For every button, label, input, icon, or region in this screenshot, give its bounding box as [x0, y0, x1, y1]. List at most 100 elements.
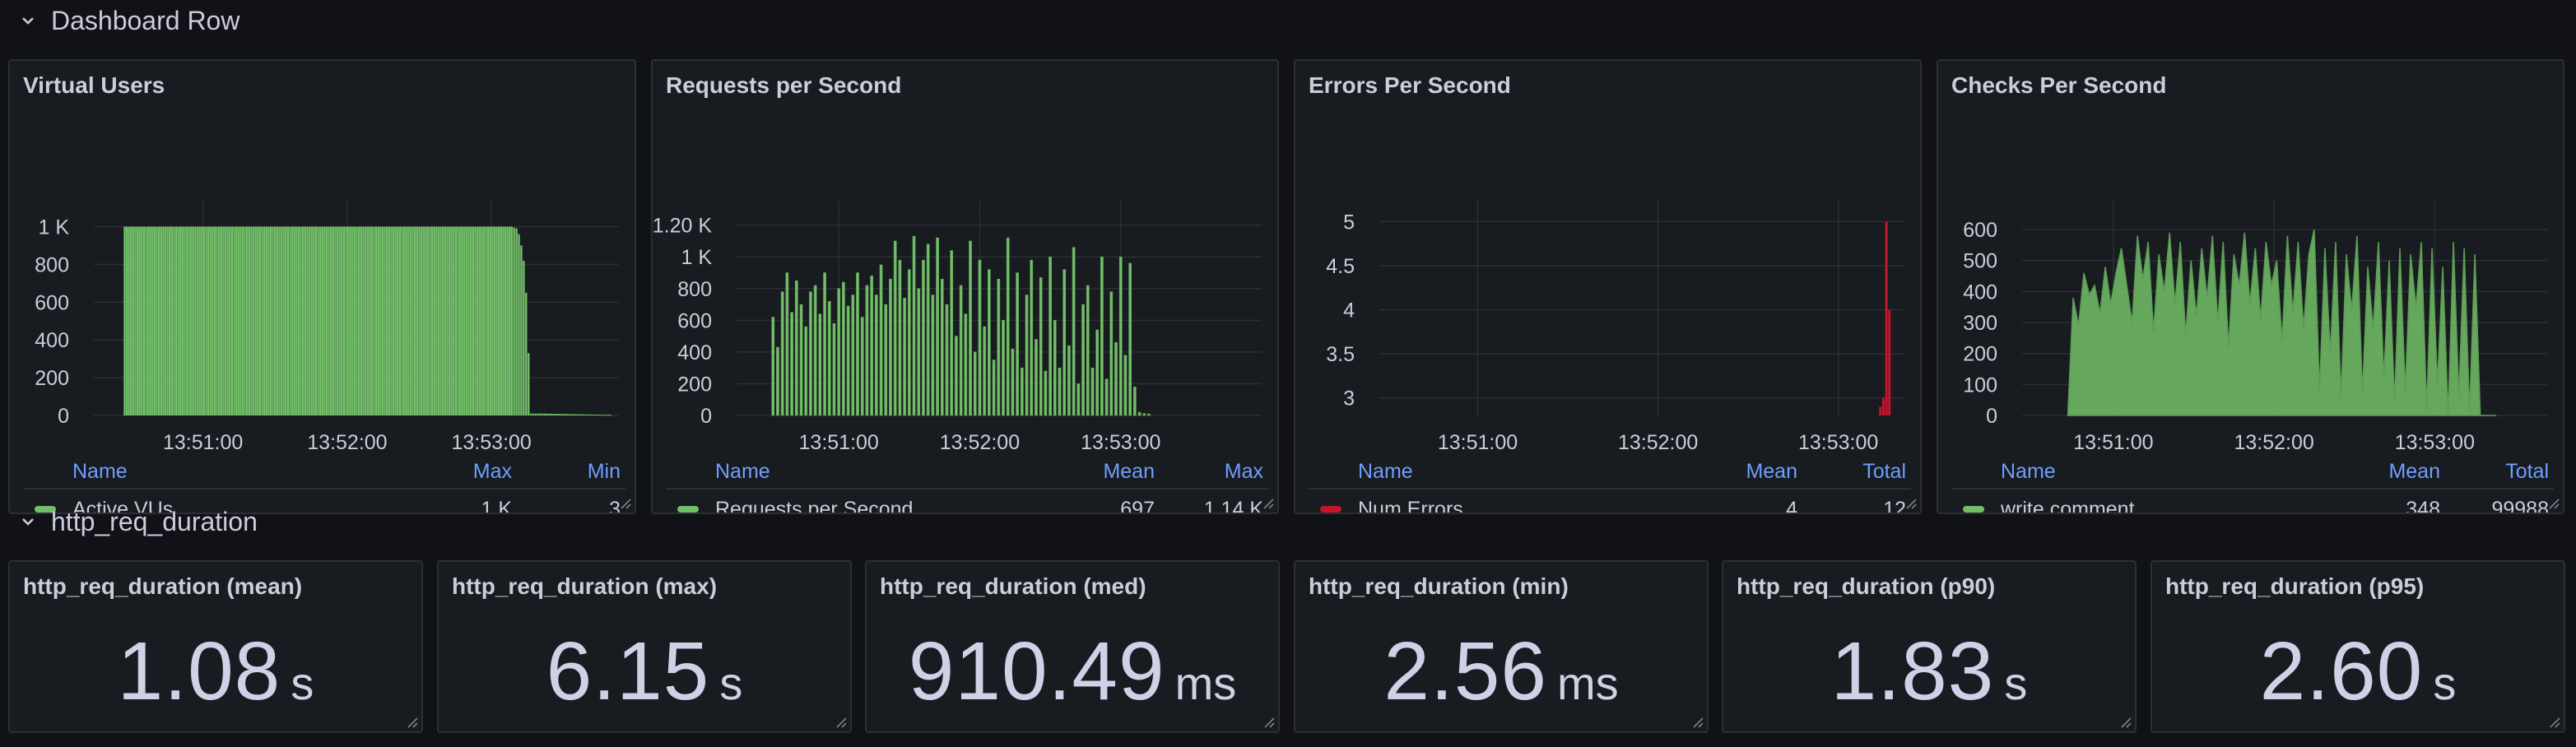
bar-mark [397, 226, 399, 415]
bar-mark [534, 413, 537, 415]
panel-title: Errors Per Second [1309, 72, 1511, 98]
bar-mark [790, 312, 793, 416]
legend-column-header[interactable]: Mean [2388, 460, 2440, 483]
y-tick-label: 0 [1986, 405, 1997, 428]
legend-column-header[interactable]: Mean [1103, 460, 1155, 483]
x-tick-label: 13:53:00 [1081, 431, 1160, 454]
bar-mark [212, 226, 214, 415]
stat-panel[interactable]: http_req_duration (min) 2.56 ms [1294, 560, 1709, 733]
stat-title: http_req_duration (max) [452, 573, 718, 599]
bar-mark [457, 226, 459, 415]
legend-column-header[interactable]: Total [2505, 460, 2549, 483]
resize-handle-icon[interactable] [2118, 715, 2132, 728]
bar-mark [190, 226, 193, 415]
stat-unit: s [2004, 657, 2028, 709]
x-tick-label: 13:53:00 [1798, 431, 1878, 454]
stat-panel[interactable]: http_req_duration (mean) 1.08 s [8, 560, 423, 733]
bar-mark [379, 226, 382, 415]
stat-panel[interactable]: http_req_duration (max) 6.15 s [437, 560, 852, 733]
bar-mark [532, 413, 535, 415]
bar-mark [295, 226, 298, 415]
bar-mark [973, 351, 977, 416]
bar-mark [245, 226, 249, 415]
y-tick-label: 1 K [38, 216, 69, 239]
legend-series-name[interactable]: Requests per Second [715, 498, 913, 513]
bar-mark [156, 226, 158, 415]
panel-errors-per-second[interactable]: Errors Per Second 5 4.5 4 3.5 3 13:51:00 13:52:… [1294, 59, 1922, 514]
stat-panel[interactable]: http_req_duration (med) 910.49 ms [865, 560, 1280, 733]
row-header-http-req-duration[interactable]: http_req_duration [20, 501, 258, 542]
bar-mark [450, 226, 453, 415]
bar-mark [500, 226, 502, 415]
bar-mark [430, 226, 434, 415]
resize-handle-icon[interactable] [1262, 715, 1275, 728]
bar-mark [1132, 386, 1137, 416]
legend-series-name[interactable]: write comment [2000, 498, 2135, 513]
bar-mark [1076, 383, 1081, 416]
bar-mark [362, 226, 365, 415]
bar-mark [377, 226, 379, 415]
bar-mark [776, 346, 779, 416]
bar-mark [237, 226, 239, 415]
bar-mark [222, 226, 225, 415]
chevron-down-icon [22, 518, 34, 526]
bar-mark [353, 226, 356, 415]
resize-handle-icon[interactable] [2547, 715, 2560, 728]
bar-mark [520, 245, 523, 415]
legend-series-name[interactable]: Num Errors [1358, 498, 1463, 513]
resize-handle-icon[interactable] [405, 715, 418, 728]
bar-mark [1002, 320, 1005, 416]
resize-handle-icon[interactable] [834, 715, 847, 728]
resize-handle-icon[interactable] [2546, 496, 2560, 509]
bar-mark [510, 226, 513, 415]
bar-mark [771, 317, 775, 416]
bar-mark [1142, 413, 1146, 416]
stat-panel[interactable]: http_req_duration (p90) 1.83 s [1722, 560, 2137, 733]
bar-mark [978, 259, 982, 416]
bar-mark [123, 226, 126, 415]
bar-mark [356, 226, 358, 415]
bar-mark [149, 226, 151, 415]
chart-canvas[interactable]: 1 K 800 600 400 200 0 13:51:00 13:52:00 13:53:00… [10, 61, 636, 513]
bar-mark [537, 413, 540, 415]
chart-canvas[interactable]: 5 4.5 4 3.5 3 13:51:00 13:52:00 13:53:00 Name Mea… [1295, 61, 1922, 513]
legend-column-header[interactable]: Max [473, 460, 513, 483]
resize-handle-icon[interactable] [1904, 496, 1917, 509]
legend-column-header[interactable]: Min [588, 460, 621, 483]
legend-column-header[interactable]: Name [1358, 460, 1413, 483]
legend-column-header[interactable]: Mean [1746, 460, 1797, 483]
bar-mark [157, 226, 160, 415]
bar-mark [832, 322, 836, 416]
resize-handle-icon[interactable] [618, 496, 631, 509]
resize-handle-icon[interactable] [1261, 496, 1274, 509]
y-tick-label: 5 [1343, 211, 1355, 234]
panel-requests-per-second[interactable]: Requests per Second 1.20 K 1 K 800 600 400 200… [651, 59, 1279, 514]
bar-mark [433, 226, 435, 415]
chart-canvas[interactable]: 1.20 K 1 K 800 600 400 200 0 13:51:00 13:52:00 13… [653, 61, 1279, 513]
y-tick-label: 200 [677, 373, 712, 396]
panel-virtual-users[interactable]: Virtual Users 1 K 800 600 400 200 0 13:51:00 13:… [8, 59, 636, 514]
bar-mark [860, 317, 864, 416]
bar-mark [394, 226, 397, 415]
bar-mark [402, 226, 406, 415]
chevron-down-icon [22, 17, 34, 25]
bar-mark [319, 226, 322, 415]
legend-column-header[interactable]: Max [1225, 460, 1264, 483]
y-tick-label: 600 [677, 309, 712, 332]
bar-mark [278, 226, 281, 415]
legend-series-name[interactable]: Active VUs [72, 498, 173, 513]
bar-mark [1081, 304, 1085, 416]
chart-canvas[interactable]: 600 500 400 300 200 100 0 13:51:00 13:52:00 13:53… [1938, 61, 2564, 513]
legend-column-header[interactable]: Total [1862, 460, 1906, 483]
resize-handle-icon[interactable] [1690, 715, 1704, 728]
bar-mark [429, 226, 431, 415]
legend-column-header[interactable]: Name [2001, 460, 2056, 483]
panel-checks-per-second[interactable]: Checks Per Second 600 500 400 300 200 100 0 13:5… [1937, 59, 2564, 514]
y-tick-label: 100 [1963, 374, 1997, 397]
legend-column-header[interactable]: Name [72, 460, 128, 483]
legend-column-header[interactable]: Name [715, 460, 770, 483]
stat-panel[interactable]: http_req_duration (p95) 2.60 s [2151, 560, 2565, 733]
bar-mark [1114, 342, 1118, 416]
row-header-dashboard-row[interactable]: Dashboard Row [20, 0, 239, 41]
bar-mark [291, 226, 294, 415]
